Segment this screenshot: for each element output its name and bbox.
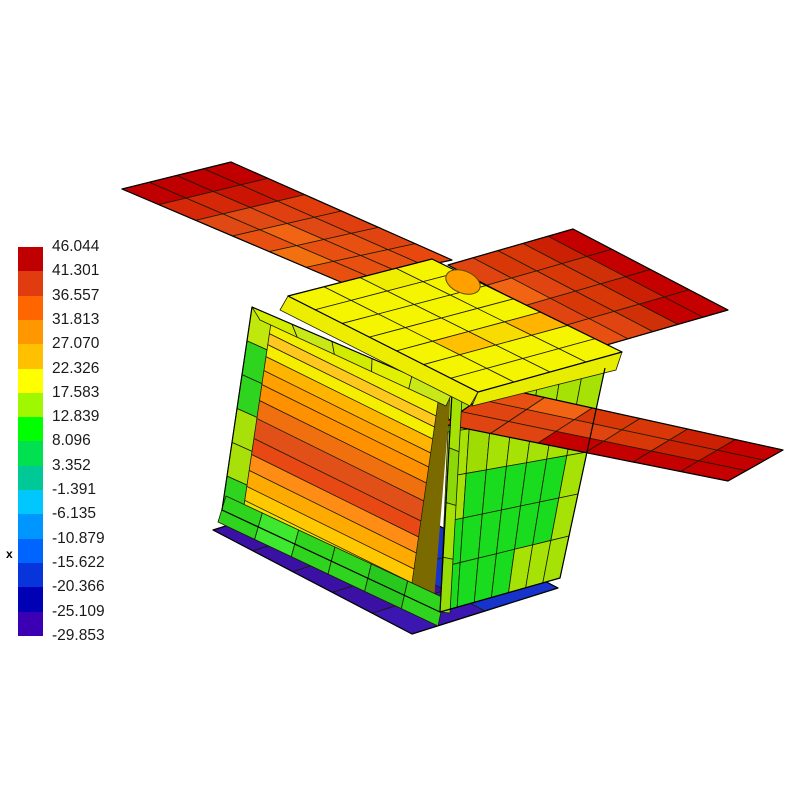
legend-value: 36.557 bbox=[52, 286, 100, 304]
legend-color-swatch bbox=[18, 562, 43, 588]
legend-value: -1.391 bbox=[52, 481, 96, 498]
deck-outline bbox=[287, 258, 623, 393]
legend-color-swatch bbox=[18, 392, 43, 418]
upper-right-solar-wing bbox=[447, 228, 729, 347]
legend-color-swatch bbox=[18, 247, 43, 272]
left-solar-wing bbox=[121, 161, 453, 284]
legend-value: 12.839 bbox=[52, 408, 100, 426]
legend-value: -6.135 bbox=[52, 505, 96, 523]
legend-value: -29.853 bbox=[52, 626, 105, 644]
frame-right-member bbox=[439, 392, 463, 614]
legend-value: 31.813 bbox=[52, 310, 100, 328]
legend-color-swatch bbox=[18, 538, 43, 564]
legend-color-swatch bbox=[18, 344, 43, 369]
legend-color-swatch bbox=[18, 490, 43, 515]
temperature-legend: 46.044 41.301 36.557 31.813 27.070 22.326 17.5… bbox=[18, 238, 138, 667]
right-face-edge bbox=[439, 367, 606, 613]
legend-value: 46.044 bbox=[52, 238, 100, 255]
legend-color-swatch bbox=[18, 295, 43, 321]
legend-color-swatch bbox=[18, 465, 43, 491]
legend-value: -15.622 bbox=[52, 553, 105, 571]
legend-value: -25.109 bbox=[52, 602, 105, 620]
legend-color-swatch bbox=[18, 441, 43, 467]
lower-right-solar-wing bbox=[442, 386, 784, 482]
x-axis-label: x bbox=[6, 547, 13, 561]
legend-color-swatch bbox=[18, 611, 43, 637]
legend-value: -10.879 bbox=[52, 529, 105, 547]
legend-color-swatch bbox=[18, 587, 43, 612]
legend-value: 41.301 bbox=[52, 262, 100, 280]
legend-value: 3.352 bbox=[52, 456, 91, 474]
legend-value: 22.326 bbox=[52, 359, 100, 377]
legend-colorbar bbox=[18, 247, 43, 637]
legend-color-swatch bbox=[18, 368, 43, 394]
legend-color-swatch bbox=[18, 271, 43, 297]
deck-antenna-patch bbox=[445, 269, 481, 295]
legend-value: -20.366 bbox=[52, 578, 105, 596]
legend-color-swatch bbox=[18, 319, 43, 345]
legend-color-swatch bbox=[18, 514, 43, 540]
legend-value: 8.096 bbox=[52, 432, 91, 450]
legend-value: 17.583 bbox=[52, 383, 100, 401]
legend-value: 27.070 bbox=[52, 335, 100, 353]
legend-color-swatch bbox=[18, 417, 43, 442]
